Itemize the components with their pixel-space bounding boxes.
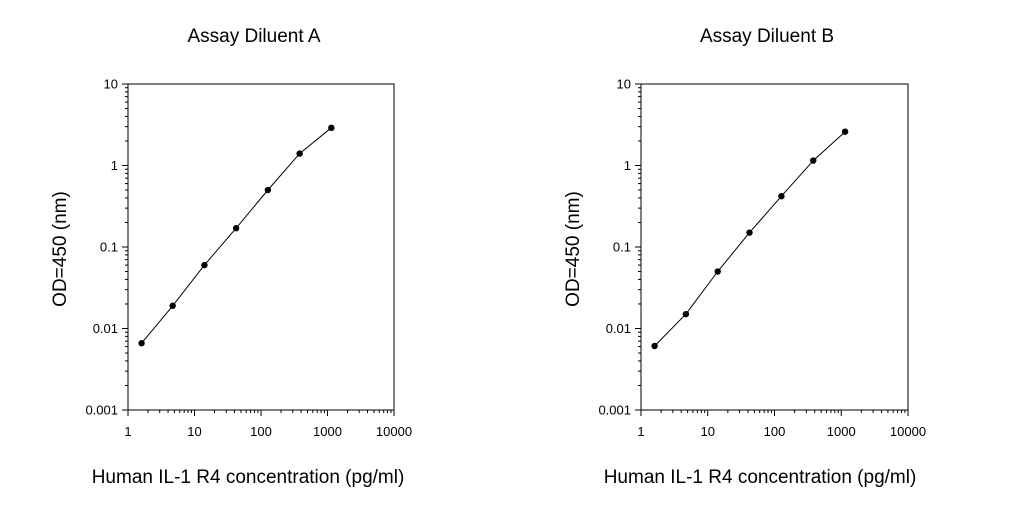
x-tick-label: 100 (250, 424, 272, 439)
data-point (651, 342, 658, 350)
x-tick-label: 10 (701, 424, 715, 439)
data-point (714, 268, 721, 275)
x-tick-label: 10000 (890, 424, 926, 439)
x-tick-label: 1000 (313, 424, 342, 439)
plot-frame (640, 83, 909, 411)
data-point (682, 310, 690, 318)
x-axis-label: Human IL-1 R4 concentration (pg/ml) (604, 467, 917, 488)
y-tick-label: 10 (617, 77, 631, 92)
y-tick-label: 0.001 (85, 403, 118, 418)
y-tick-label: 1 (111, 158, 118, 173)
x-tick-label: 100 (764, 424, 786, 439)
chart-title: Assay Diluent A (187, 26, 320, 47)
x-tick-label: 10000 (376, 424, 412, 439)
data-point (201, 261, 208, 269)
chart-title: Assay Diluent B (700, 26, 834, 47)
y-tick-label: 1 (624, 158, 631, 173)
chart-panel-2: Assay Diluent B 1 10 100 1000 10000 0.001 0.01 0… (563, 26, 926, 488)
data-point (778, 193, 785, 200)
x-tick-label: 1 (124, 424, 131, 439)
y-tick-label: 10 (104, 77, 118, 92)
x-axis-label: Human IL-1 R4 concentration (pg/ml) (92, 467, 405, 488)
y-axis-label: OD=450 (nm) (563, 191, 584, 307)
data-point (746, 229, 753, 236)
data-point (264, 186, 272, 194)
x-tick-label: 1000 (827, 424, 856, 439)
y-tick-label: 0.1 (100, 240, 118, 255)
y-tick-label: 0.01 (606, 321, 631, 336)
data-point (296, 150, 303, 157)
data-point (232, 225, 240, 232)
y-tick-label: 0.1 (613, 240, 631, 255)
y-tick-label: 0.001 (598, 403, 631, 418)
data-point (841, 128, 849, 135)
y-tick-label: 0.01 (93, 321, 118, 336)
plot-frame (127, 83, 395, 411)
data-point (169, 302, 176, 309)
data-point (328, 124, 335, 132)
x-tick-label: 10 (187, 424, 201, 439)
y-axis-label: OD=450 (nm) (50, 191, 71, 307)
data-point (810, 157, 817, 164)
x-tick-label: 1 (637, 424, 644, 439)
data-point (138, 340, 145, 347)
chart-panel-1: Assay Diluent A 1 10 100 1000 10000 0.001 0.01 0… (50, 26, 412, 488)
series-line (141, 127, 332, 344)
